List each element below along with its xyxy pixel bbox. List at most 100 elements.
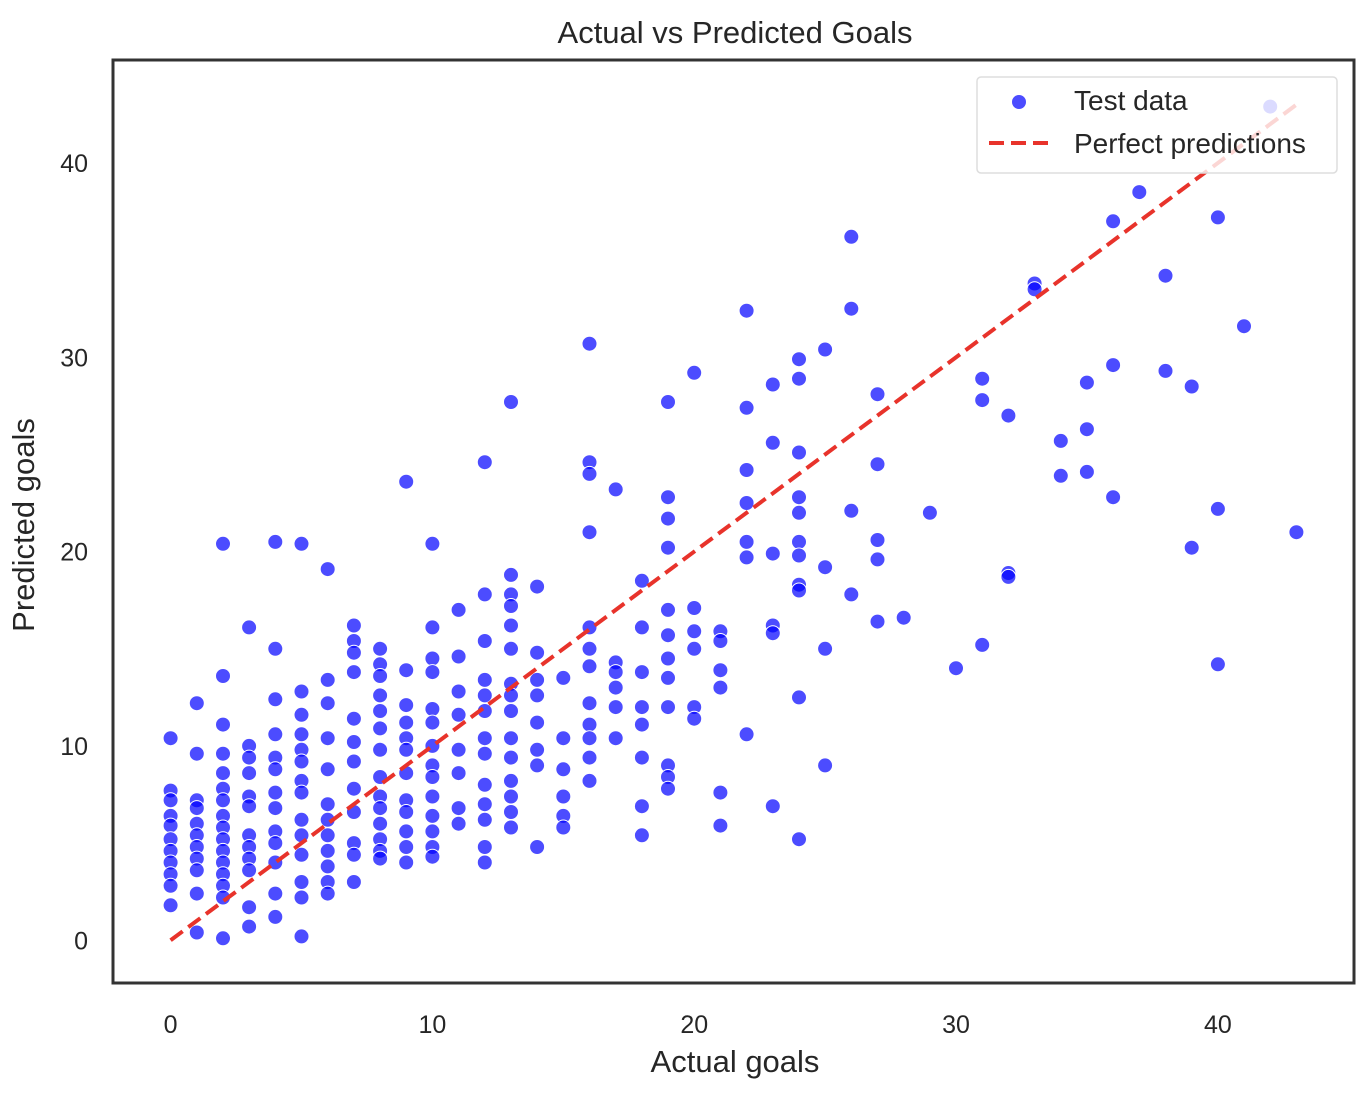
x-tick-label: 10: [419, 1011, 447, 1039]
data-point: [293, 928, 310, 945]
data-point: [1026, 281, 1043, 298]
data-point: [738, 462, 755, 478]
data-point: [712, 662, 729, 679]
data-point: [503, 788, 519, 805]
data-point: [633, 798, 650, 815]
y-tick-label: 30: [60, 344, 88, 372]
data-point: [633, 716, 650, 733]
data-point: [1183, 539, 1200, 556]
data-point: [581, 335, 598, 352]
data-point: [241, 862, 258, 879]
data-point: [476, 687, 493, 704]
data-point: [974, 392, 991, 409]
y-tick-label: 10: [60, 733, 88, 761]
data-point: [293, 706, 310, 723]
data-point: [345, 874, 362, 890]
legend-marker-test-data: [1011, 94, 1027, 110]
data-point: [921, 504, 938, 521]
y-tick-label: 20: [60, 539, 88, 567]
data-point: [555, 788, 572, 805]
legend-label-perfect-predictions: Perfect predictions: [1074, 128, 1306, 159]
data-point: [555, 819, 572, 836]
data-point: [503, 772, 519, 789]
data-point: [843, 502, 860, 519]
data-point: [686, 710, 703, 727]
data-point: [188, 745, 205, 762]
data-point: [345, 617, 362, 634]
data-point: [791, 370, 807, 387]
data-point: [1131, 184, 1148, 201]
data-point: [372, 800, 389, 817]
y-tick-labels: 0 10 20 30 40: [60, 150, 88, 955]
data-point: [188, 695, 205, 712]
data-point: [660, 394, 676, 410]
data-point: [686, 623, 703, 640]
x-axis-label: Actual goals: [651, 1044, 820, 1079]
data-point: [817, 559, 834, 576]
data-point: [660, 539, 676, 556]
data-point: [267, 691, 284, 708]
data-point: [215, 765, 231, 782]
data-point: [476, 586, 493, 603]
data-point: [424, 664, 441, 681]
data-point: [817, 640, 834, 657]
data-point: [372, 720, 389, 737]
data-point: [1157, 362, 1174, 379]
data-point: [555, 761, 572, 778]
data-point: [476, 776, 493, 793]
data-point: [660, 650, 676, 667]
data-point: [660, 510, 676, 527]
data-point: [607, 679, 624, 696]
data-point: [215, 535, 231, 552]
data-point: [555, 669, 572, 686]
data-point: [633, 619, 650, 636]
y-axis-label: Predicted goals: [6, 418, 41, 632]
data-point: [712, 817, 729, 834]
x-tick-labels: 0 10 20 30 40: [164, 1011, 1232, 1039]
data-point: [398, 662, 415, 679]
data-point: [267, 908, 284, 925]
data-point: [162, 897, 179, 914]
data-point: [398, 839, 415, 855]
data-point: [319, 695, 336, 712]
data-point: [764, 545, 781, 562]
data-point: [398, 854, 415, 871]
data-point: [345, 710, 362, 727]
x-tick-label: 20: [680, 1011, 708, 1039]
points-layer: [162, 98, 1305, 947]
data-point: [1105, 357, 1122, 374]
data-point: [293, 535, 310, 552]
data-point: [476, 671, 493, 688]
data-point: [738, 533, 755, 550]
data-point: [660, 780, 676, 797]
data-point: [162, 877, 179, 894]
data-point: [529, 839, 546, 855]
data-point: [686, 640, 703, 657]
data-point: [1236, 318, 1252, 335]
data-point: [1052, 432, 1069, 449]
data-point: [895, 609, 912, 626]
data-point: [424, 823, 441, 840]
data-point: [1000, 407, 1017, 424]
data-point: [162, 817, 179, 834]
data-point: [633, 827, 650, 844]
data-point: [712, 784, 729, 801]
data-point: [241, 918, 258, 935]
data-point: [450, 741, 467, 758]
data-point: [974, 370, 991, 387]
data-point: [607, 730, 624, 747]
data-point: [398, 741, 415, 758]
data-point: [450, 765, 467, 782]
data-point: [1209, 656, 1226, 673]
data-point: [1078, 421, 1095, 438]
data-point: [581, 695, 598, 712]
y-tick-label: 40: [60, 150, 88, 178]
data-point: [476, 811, 493, 828]
data-point: [267, 835, 284, 852]
data-point: [398, 697, 415, 714]
data-point: [424, 650, 441, 667]
perfect-line-layer: [169, 103, 1298, 942]
data-point: [503, 617, 519, 634]
data-point: [372, 703, 389, 719]
